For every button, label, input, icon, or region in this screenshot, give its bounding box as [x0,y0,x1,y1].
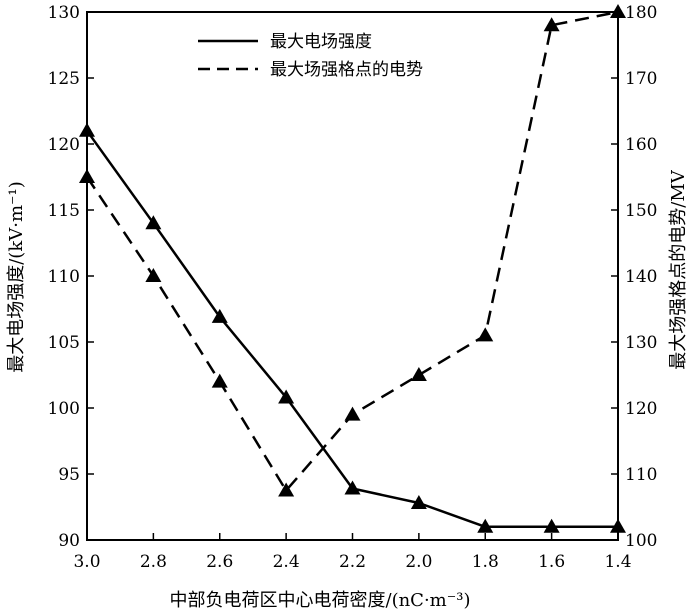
left-y-tick-label: 100 [48,399,80,419]
potential-triangle-marker [543,17,560,32]
field-triangle-marker [79,122,95,137]
potential-triangle-marker [211,373,228,388]
x-tick-label: 3.0 [73,552,100,572]
right-y-tick-label: 180 [625,3,657,23]
left-y-tick-label: 90 [58,531,80,551]
right-y-tick-label: 170 [625,69,657,89]
left-y-tick-label: 130 [48,3,80,23]
right-y-tick-label: 110 [625,465,657,485]
left-y-tick-label: 105 [48,333,80,353]
field-triangle-marker [211,308,228,323]
right-y-tick-label: 160 [625,135,657,155]
left-y-tick-label: 110 [48,267,80,287]
x-tick-label: 2.4 [273,552,300,572]
legend: 最大电场强度 最大场强格点的电势 [198,32,423,80]
potential-triangle-marker [145,268,162,282]
left-y-tick-label: 125 [48,69,80,89]
x-tick-label: 1.6 [538,552,565,572]
potential-triangle-marker [610,4,626,18]
field-triangle-marker [410,495,427,510]
x-axis-title: 中部负电荷区中心电荷密度/(nC·m⁻³) [170,590,471,611]
right-y-tick-label: 140 [625,267,657,287]
field-series-line [85,130,618,529]
plot-border [86,11,619,541]
field-triangle-marker [278,389,295,404]
plot-frame [86,11,619,541]
potential-triangle-marker [278,482,295,497]
right-y-axis-title: 最大场强格点的电势/MV [668,169,689,369]
right-y-axis-ticks: 100 110 120 130 140 150 160 170 180 [611,3,657,551]
field-triangle-marker [610,518,626,533]
left-y-tick-label: 120 [48,135,80,155]
series-layer [79,4,626,533]
x-tick-label: 2.2 [339,552,366,572]
left-y-axis-ticks: 90 95 100 105 110 115 120 125 130 [48,3,94,551]
right-y-tick-label: 130 [625,333,657,353]
legend-label-max-field: 最大电场强度 [270,32,372,52]
field-triangle-marker [145,215,162,230]
x-tick-label: 2.0 [405,552,432,572]
x-axis-ticks: 3.0 2.8 2.6 2.4 2.2 2.0 1.8 1.6 1.4 [73,533,632,572]
x-tick-label: 1.8 [472,552,499,572]
potential-triangle-marker [344,406,361,421]
potential-triangle-marker [477,327,494,342]
legend-label-max-potential: 最大场强格点的电势 [270,60,423,80]
x-tick-label: 2.8 [140,552,167,572]
right-y-tick-label: 120 [625,399,657,419]
field-triangle-marker [344,480,361,495]
field-triangle-marker [543,518,560,533]
potential-triangle-marker [79,169,95,183]
left-y-tick-label: 95 [58,465,80,485]
left-y-axis-title: 最大电场强度/(kV·m⁻¹) [6,181,27,373]
x-tick-label: 2.6 [206,552,233,572]
field-triangle-marker [477,518,494,533]
potential-triangle-marker [410,367,427,381]
x-tick-label: 1.4 [604,552,631,572]
right-y-tick-label: 100 [625,531,657,551]
left-y-tick-label: 115 [48,201,80,221]
right-y-tick-label: 150 [625,201,657,221]
